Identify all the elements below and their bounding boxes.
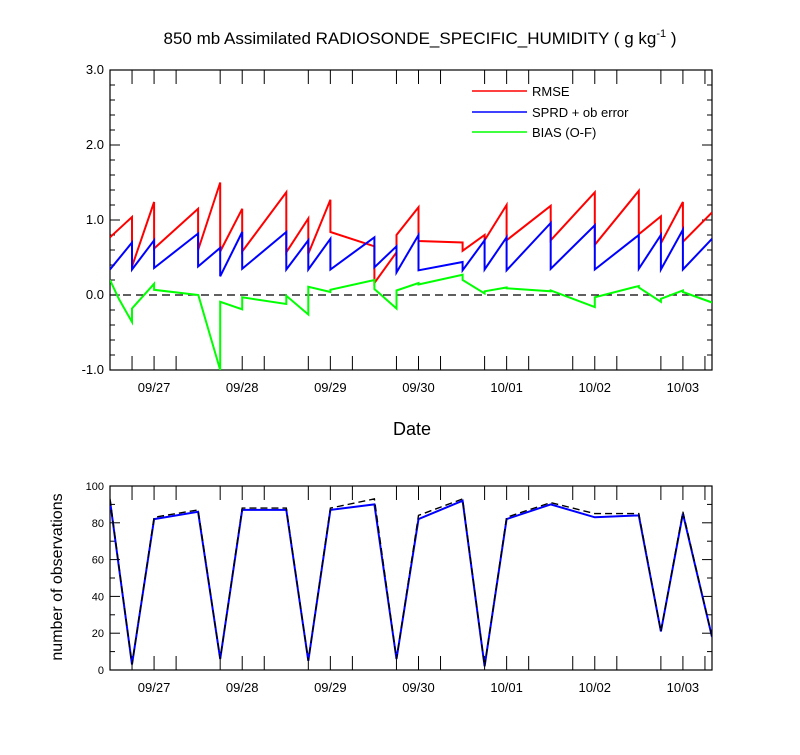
- bottom-xtick-label: 09/28: [226, 680, 259, 695]
- bottom-xtick-label: 10/03: [667, 680, 700, 695]
- bottom-ytick-label: 0: [98, 665, 104, 677]
- bottom-panel: 0 20 40 60 80 100 09/27 09/28 09/29 09/30 10/01 10/…: [86, 481, 713, 695]
- top-series-sprd-ob-error: [110, 220, 712, 277]
- legend-label-sprd: SPRD + ob error: [532, 105, 629, 120]
- legend: RMSE SPRD + ob error BIAS (O-F): [472, 84, 629, 140]
- bottom-xtick-label: 09/29: [314, 680, 347, 695]
- top-ytick-label: -1.0: [82, 362, 104, 377]
- top-xtick-label: 09/28: [226, 380, 259, 395]
- bottom-ytick-label: 20: [92, 628, 104, 640]
- bottom-ytick-label: 60: [92, 555, 104, 567]
- top-xtick-label: 10/02: [578, 380, 611, 395]
- legend-label-rmse: RMSE: [532, 84, 570, 99]
- top-xtick-label: 09/30: [402, 380, 435, 395]
- bottom-series-possible-observations: [110, 497, 712, 667]
- top-panel: -1.0 0.0 1.0 2.0 3.0 09/27 09/28 09/29 09/30 10/0…: [82, 62, 713, 395]
- top-xtick-label: 09/27: [138, 380, 171, 395]
- top-xaxis-title: Date: [393, 419, 431, 439]
- top-xtick-label: 10/03: [667, 380, 700, 395]
- top-xtick-label: 09/29: [314, 380, 347, 395]
- bottom-ytick-label: 40: [92, 591, 104, 603]
- top-ytick-label: 1.0: [86, 212, 104, 227]
- bottom-yaxis-title: number of observations: [49, 493, 66, 660]
- bottom-xtick-label: 10/02: [578, 680, 611, 695]
- chart-title: 850 mb Assimilated RADIOSONDE_SPECIFIC_H…: [164, 28, 677, 48]
- bottom-xtick-label: 09/30: [402, 680, 435, 695]
- top-xtick-label: 10/01: [490, 380, 523, 395]
- top-ytick-label: 0.0: [86, 287, 104, 302]
- bottom-xtick-label: 10/01: [490, 680, 523, 695]
- top-series-bias-o-f: [110, 273, 712, 370]
- bottom-ytick-label: 100: [86, 481, 104, 493]
- top-series-rmse: [110, 182, 712, 287]
- bottom-ytick-label: 80: [92, 518, 104, 530]
- top-ytick-label: 2.0: [86, 137, 104, 152]
- legend-label-bias: BIAS (O-F): [532, 125, 596, 140]
- bottom-xtick-label: 09/27: [138, 680, 171, 695]
- top-ytick-label: 3.0: [86, 62, 104, 77]
